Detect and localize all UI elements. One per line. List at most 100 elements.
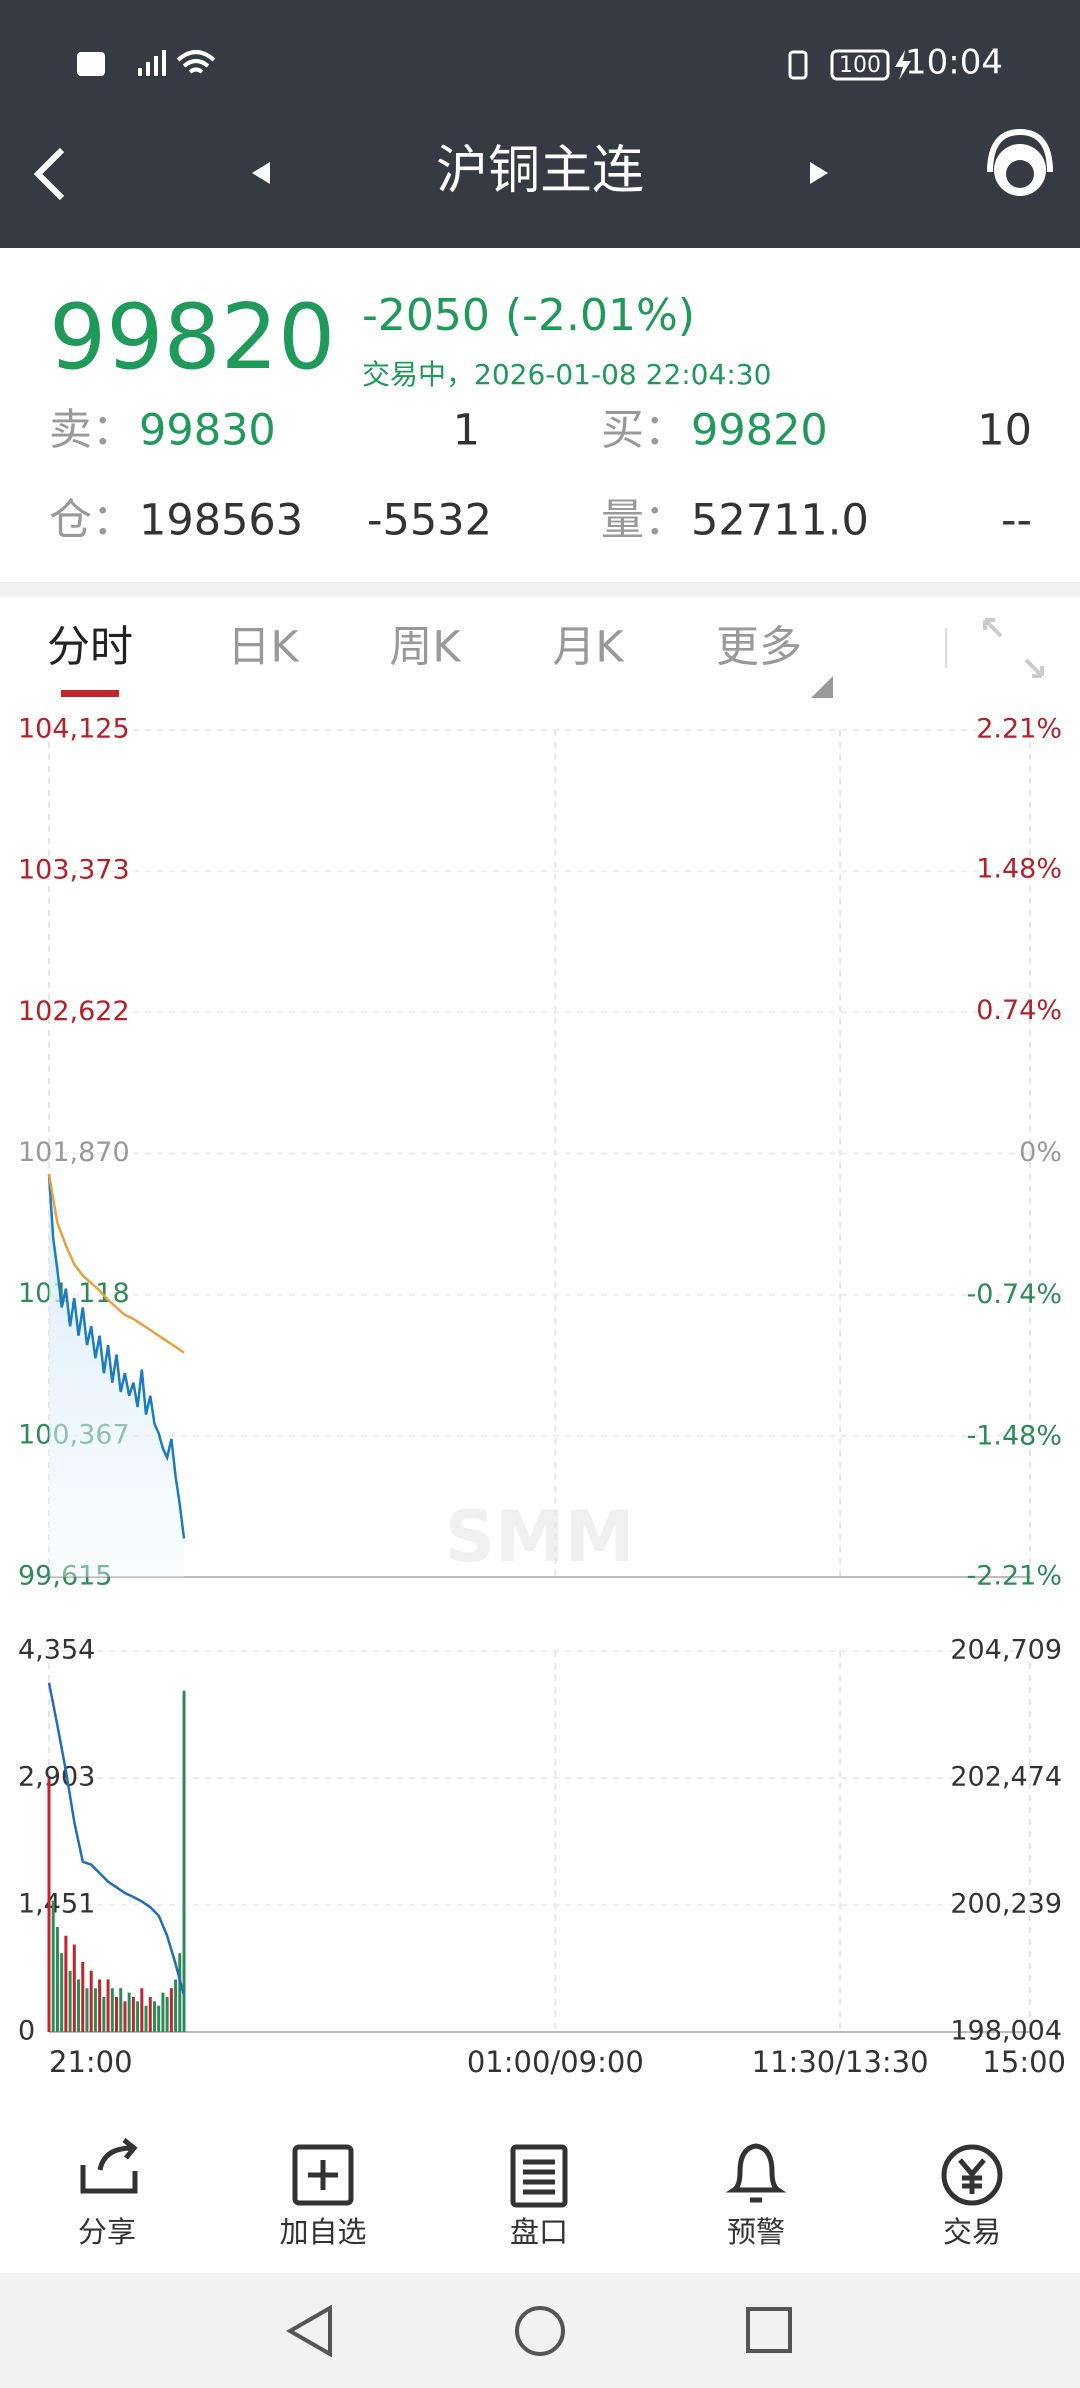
share-icon[interactable] bbox=[80, 2138, 138, 2194]
x-tick-label: 01:00/09:00 bbox=[467, 2045, 644, 2079]
tab[interactable]: 日K bbox=[227, 623, 300, 673]
watermark: SMM bbox=[445, 1496, 635, 1578]
y-tick-label: 1,451 bbox=[18, 1889, 95, 1920]
volume-bar bbox=[178, 1953, 182, 2032]
volume-bar bbox=[51, 1900, 55, 2032]
battery-icon bbox=[830, 49, 890, 81]
price-change-pct: (-2.01%) bbox=[505, 290, 695, 341]
price-change: -2050 bbox=[362, 290, 490, 341]
ask-label: 卖： bbox=[49, 406, 135, 456]
y2-tick-label: 2.21% bbox=[976, 714, 1062, 745]
oi-label: 仓： bbox=[49, 496, 135, 546]
volume-bar bbox=[152, 2001, 156, 2032]
volume-bar bbox=[123, 2001, 127, 2032]
volume-bar bbox=[102, 1996, 106, 2032]
nav-home[interactable] bbox=[515, 2306, 565, 2356]
y2-tick-label: 198,004 bbox=[950, 2016, 1062, 2047]
oi-change: -5532 bbox=[367, 496, 492, 546]
ask-size: 1 bbox=[453, 406, 480, 456]
clock: 10:04 bbox=[905, 43, 1003, 83]
orderbook-icon[interactable] bbox=[510, 2144, 568, 2208]
x-tick-label: 11:30/13:30 bbox=[752, 2045, 929, 2079]
volume-bar bbox=[89, 1970, 93, 2032]
trade-status: 交易中，2026-01-08 22:04:30 bbox=[362, 358, 771, 391]
service-button[interactable] bbox=[987, 128, 1053, 196]
y-tick-label: 2,903 bbox=[18, 1761, 95, 1792]
charging-icon bbox=[895, 50, 911, 80]
tab[interactable]: 月K bbox=[552, 623, 625, 673]
nav-back[interactable] bbox=[285, 2304, 332, 2358]
back-button[interactable] bbox=[33, 147, 65, 201]
y2-tick-label: -2.21% bbox=[966, 1561, 1062, 1592]
tab-indicator bbox=[61, 690, 119, 697]
tab[interactable]: 更多 bbox=[716, 623, 802, 673]
volume-bar bbox=[93, 1988, 97, 2032]
volume-bar bbox=[72, 1944, 76, 2032]
volume-bar bbox=[140, 1988, 144, 2032]
volume-extra: -- bbox=[1001, 496, 1032, 546]
volume-bar bbox=[119, 1988, 123, 2032]
vibrate-icon bbox=[788, 50, 808, 80]
y2-tick-label: -0.74% bbox=[966, 1279, 1062, 1310]
volume-bar bbox=[60, 1953, 64, 2032]
alert-icon[interactable] bbox=[725, 2143, 787, 2203]
volume-bar bbox=[115, 1996, 119, 2032]
x-tick-label: 15:00 bbox=[982, 2045, 1066, 2079]
volume-bar bbox=[127, 1992, 131, 2032]
series-line bbox=[47, 1173, 185, 1354]
bid-price: 99820 bbox=[691, 406, 828, 456]
toolbar-label[interactable]: 交易 bbox=[943, 2215, 1001, 2249]
volume-bar bbox=[68, 1970, 72, 2032]
last-price: 99820 bbox=[49, 285, 335, 390]
wifi-icon bbox=[176, 50, 216, 74]
toolbar-label[interactable]: 加自选 bbox=[279, 2215, 366, 2249]
y2-tick-label: 1.48% bbox=[976, 853, 1062, 884]
tab[interactable]: 周K bbox=[389, 623, 462, 673]
trade-icon[interactable] bbox=[941, 2144, 1003, 2206]
volume: 52711.0 bbox=[691, 496, 869, 546]
battery-level: 100 bbox=[839, 53, 881, 78]
ask-price: 99830 bbox=[139, 406, 276, 456]
y2-tick-label: 202,474 bbox=[950, 1762, 1062, 1793]
volume-bar bbox=[64, 1935, 68, 2032]
toolbar-label[interactable]: 盘口 bbox=[510, 2215, 568, 2249]
nav-recent[interactable] bbox=[746, 2307, 792, 2353]
y-tick-label: 101,870 bbox=[18, 1137, 130, 1168]
y2-tick-label: 0.74% bbox=[976, 995, 1062, 1026]
volume-bar bbox=[165, 1996, 169, 2032]
y2-tick-label: -1.48% bbox=[966, 1421, 1062, 1452]
y-tick-label: 102,622 bbox=[18, 996, 130, 1027]
volume-bar bbox=[47, 1778, 51, 2032]
prev-button[interactable] bbox=[252, 162, 270, 184]
volume-bar bbox=[98, 1979, 102, 2032]
series-line bbox=[47, 1174, 186, 1539]
volume-bar bbox=[85, 1988, 89, 2032]
tab-separator bbox=[945, 628, 947, 668]
volume-label: 量： bbox=[601, 496, 687, 546]
divider bbox=[0, 582, 1080, 597]
series-line bbox=[47, 1682, 186, 1996]
volume-bar bbox=[110, 1988, 114, 2032]
x-tick-label: 21:00 bbox=[49, 2045, 133, 2079]
y2-tick-label: 0% bbox=[1019, 1137, 1062, 1168]
toolbar-label[interactable]: 分享 bbox=[78, 2215, 136, 2249]
volume-bar bbox=[106, 1979, 110, 2032]
toolbar-label[interactable]: 预警 bbox=[727, 2215, 785, 2249]
volume-bar bbox=[161, 1992, 165, 2032]
top-bar bbox=[0, 0, 1080, 248]
volume-bar bbox=[144, 2005, 148, 2032]
volume-bar bbox=[174, 1979, 178, 2032]
y2-tick-label: 200,239 bbox=[950, 1889, 1062, 1920]
fullscreen-button[interactable] bbox=[983, 618, 1044, 678]
hd-icon bbox=[77, 52, 105, 76]
bid-size: 10 bbox=[977, 406, 1032, 456]
charts: SMM104,125103,373102,622101,870101,11810… bbox=[18, 714, 1066, 2080]
bid-label: 买： bbox=[601, 406, 687, 456]
tab-active[interactable]: 分时 bbox=[47, 623, 133, 673]
price-area bbox=[49, 1174, 184, 1577]
y-tick-label: 103,373 bbox=[18, 855, 130, 886]
watchlist-icon[interactable] bbox=[292, 2144, 354, 2206]
y-tick-label: 4,354 bbox=[18, 1635, 95, 1666]
next-button[interactable] bbox=[810, 162, 828, 184]
